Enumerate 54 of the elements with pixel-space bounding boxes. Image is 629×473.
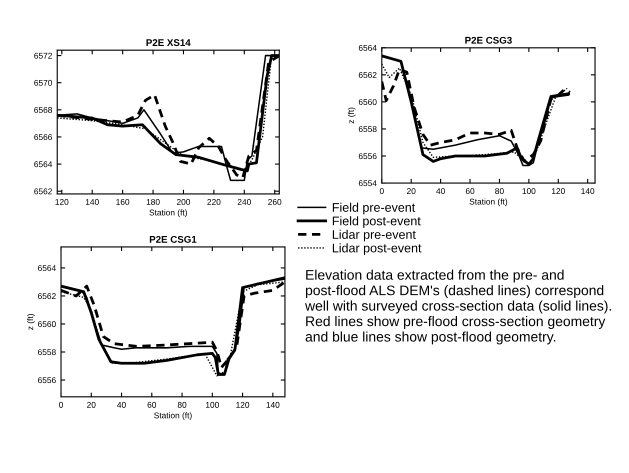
x-tick-label: 60 (466, 188, 474, 194)
y-tick-label: 6562 (34, 188, 52, 194)
x-tick-label: 120 (55, 199, 68, 205)
y-tick-label: 6568 (34, 107, 52, 113)
text: Elevation data extracted from the pre- and post-flood ALS DEM's (dashed lines) correspond well with surveyed cross-section data (solid lines). Red lines show pre-flood cross-section geometry and blue lines show post-flood geometry. (305, 270, 612, 344)
x-tick-label: 260 (268, 199, 282, 205)
y-tick-label: 6554 (358, 180, 377, 186)
x-tick-label: 140 (266, 402, 280, 408)
legend-label: Lidar pre-event (332, 230, 416, 242)
y-tick-label: 6566 (34, 134, 52, 140)
x-tick-label: 0 (380, 188, 384, 194)
x-tick-label: 100 (522, 188, 536, 194)
x-axis-title: Station (ft) (149, 209, 187, 218)
legend-label: Field post-event (332, 216, 421, 228)
x-tick-label: 20 (87, 402, 96, 408)
x-tick-label: 120 (552, 188, 565, 194)
y-tick-label: 6564 (358, 44, 377, 51)
x-tick-label: 140 (86, 199, 99, 205)
x-tick-label: 120 (236, 402, 250, 408)
x-tick-label: 240 (238, 199, 251, 205)
x-tick-label: 80 (178, 402, 186, 408)
y-axis-title: z (ft) (27, 314, 35, 330)
x-tick-label: 100 (206, 402, 219, 408)
y-tick-label: 6556 (358, 153, 377, 160)
x-tick-label: 200 (176, 199, 190, 205)
x-tick-label: 60 (148, 402, 156, 408)
legend-label: Lidar post-event (332, 243, 422, 255)
y-tick-label: 6570 (34, 80, 52, 86)
y-tick-label: 6558 (38, 349, 56, 356)
chart-title: P2E CSG1 (150, 236, 196, 243)
x-tick-label: 80 (495, 188, 504, 194)
x-tick-label: 140 (581, 188, 594, 194)
x-axis-title: Station (ft) (154, 412, 192, 420)
x-tick-label: 220 (207, 199, 221, 205)
x-tick-label: 40 (436, 188, 445, 194)
x-tick-label: 160 (116, 199, 130, 205)
y-tick-label: 6562 (38, 293, 56, 300)
chart-title: P2E CSG3 (465, 36, 512, 44)
y-tick-label: 6564 (34, 161, 52, 168)
x-tick-label: 0 (59, 402, 64, 408)
x-axis-title: Station (ft) (470, 198, 508, 206)
y-tick-label: 6564 (38, 265, 56, 272)
y-tick-label: 6558 (358, 126, 377, 132)
y-tick-label: 6560 (358, 99, 377, 105)
y-tick-label: 6560 (38, 321, 56, 328)
x-tick-label: 180 (146, 199, 160, 205)
chart-title: P2E XS14 (146, 39, 191, 46)
y-tick-label: 6556 (38, 377, 56, 384)
y-tick-label: 6572 (34, 52, 52, 59)
x-tick-label: 20 (407, 188, 416, 194)
legend-label: Field pre-event (332, 202, 416, 214)
x-tick-label: 40 (117, 402, 126, 408)
y-tick-label: 6562 (358, 72, 377, 78)
y-axis-title: z (ft) (348, 108, 356, 124)
